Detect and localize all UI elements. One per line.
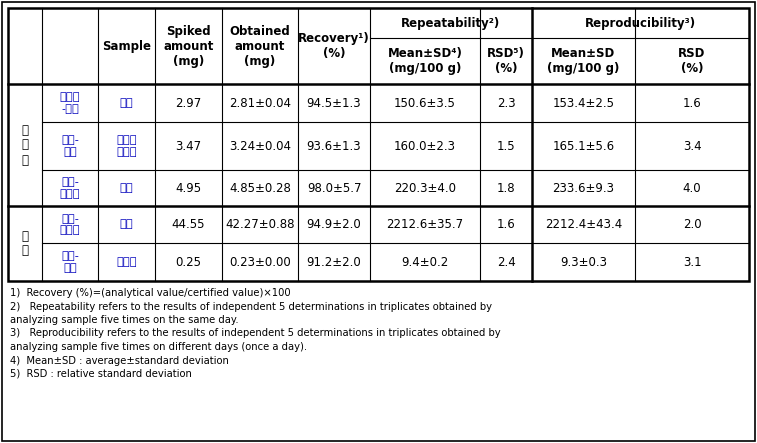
Text: 4.85±0.28: 4.85±0.28	[229, 182, 291, 194]
Text: 2.97: 2.97	[176, 97, 201, 109]
Text: 반고체
-두류: 반고체 -두류	[60, 92, 80, 114]
Text: 2.3: 2.3	[497, 97, 516, 109]
Text: analyzing sample five times on the same day.: analyzing sample five times on the same …	[10, 315, 238, 325]
Text: 93.6±1.3: 93.6±1.3	[307, 140, 361, 152]
Text: 덭갈비: 덭갈비	[116, 257, 137, 267]
Text: Spiked
amount
(mg): Spiked amount (mg)	[164, 24, 213, 67]
Text: 94.9±2.0: 94.9±2.0	[307, 218, 361, 231]
Text: RSD⁵)
(%): RSD⁵) (%)	[487, 47, 525, 75]
Text: 0.25: 0.25	[176, 256, 201, 268]
Text: 4)  Mean±SD : average±standard deviation: 4) Mean±SD : average±standard deviation	[10, 355, 229, 365]
Text: 당
류: 당 류	[21, 229, 29, 257]
Text: 4.0: 4.0	[683, 182, 701, 194]
Text: Recovery¹)
(%): Recovery¹) (%)	[298, 32, 370, 60]
Text: 94.5±1.3: 94.5±1.3	[307, 97, 361, 109]
Text: Obtained
amount
(mg): Obtained amount (mg)	[229, 24, 291, 67]
Text: 165.1±5.6: 165.1±5.6	[553, 140, 615, 152]
Text: 고체-
곱류: 고체- 곱류	[61, 135, 79, 157]
Text: 3.24±0.04: 3.24±0.04	[229, 140, 291, 152]
Text: 1.8: 1.8	[497, 182, 516, 194]
Text: 0.23±0.00: 0.23±0.00	[229, 256, 291, 268]
Text: analyzing sample five times on different days (once a day).: analyzing sample five times on different…	[10, 342, 307, 352]
Text: Repeatability²): Repeatability²)	[401, 16, 500, 30]
Text: 된장: 된장	[120, 98, 133, 108]
Text: 3.1: 3.1	[683, 256, 701, 268]
Text: 150.6±3.5: 150.6±3.5	[394, 97, 456, 109]
Text: 160.0±2.3: 160.0±2.3	[394, 140, 456, 152]
Text: 식
품
류: 식 품 류	[21, 124, 29, 167]
Text: 1.6: 1.6	[683, 97, 702, 109]
Text: 2.4: 2.4	[497, 256, 516, 268]
Text: 42.27±0.88: 42.27±0.88	[226, 218, 294, 231]
Text: 고체-
어패류: 고체- 어패류	[60, 214, 80, 235]
Text: 9.4±0.2: 9.4±0.2	[401, 256, 449, 268]
Text: RSD
(%): RSD (%)	[678, 47, 706, 75]
Text: Reproducibility³): Reproducibility³)	[585, 16, 696, 30]
Bar	[8, 8, 749, 281]
Text: 2.0: 2.0	[683, 218, 701, 231]
Text: 1.6: 1.6	[497, 218, 516, 231]
Text: 44.55: 44.55	[172, 218, 205, 231]
Text: 2.81±0.04: 2.81±0.04	[229, 97, 291, 109]
Text: 2)   Repeatability refers to the results of independent 5 determinations in trip: 2) Repeatability refers to the results o…	[10, 302, 492, 311]
Text: 옥수수
통조림: 옥수수 통조림	[116, 135, 137, 157]
Text: 153.4±2.5: 153.4±2.5	[553, 97, 615, 109]
Text: 2212.6±35.7: 2212.6±35.7	[386, 218, 463, 231]
Text: Mean±SD
(mg/100 g): Mean±SD (mg/100 g)	[547, 47, 620, 75]
Text: 액체-
과체류: 액체- 과체류	[60, 177, 80, 199]
Text: 91.2±2.0: 91.2±2.0	[307, 256, 361, 268]
Text: 4.95: 4.95	[176, 182, 201, 194]
Text: 3.47: 3.47	[176, 140, 201, 152]
Text: 233.6±9.3: 233.6±9.3	[553, 182, 615, 194]
Text: Mean±SD⁴)
(mg/100 g): Mean±SD⁴) (mg/100 g)	[388, 47, 463, 75]
Text: 3.4: 3.4	[683, 140, 701, 152]
Text: 98.0±5.7: 98.0±5.7	[307, 182, 361, 194]
Text: 어억: 어억	[120, 219, 133, 229]
Text: 3)   Reproducibility refers to the results of independent 5 determinations in tr: 3) Reproducibility refers to the results…	[10, 329, 500, 338]
Text: 주스: 주스	[120, 183, 133, 193]
Text: 9.3±0.3: 9.3±0.3	[560, 256, 607, 268]
Text: 5)  RSD : relative standard deviation: 5) RSD : relative standard deviation	[10, 369, 192, 379]
Text: 고체-
육류: 고체- 육류	[61, 251, 79, 273]
Text: 1.5: 1.5	[497, 140, 516, 152]
Text: 1)  Recovery (%)=(analytical value/certified value)×100: 1) Recovery (%)=(analytical value/certif…	[10, 288, 291, 298]
Text: 220.3±4.0: 220.3±4.0	[394, 182, 456, 194]
Text: 2212.4±43.4: 2212.4±43.4	[545, 218, 622, 231]
Text: Sample: Sample	[102, 39, 151, 53]
